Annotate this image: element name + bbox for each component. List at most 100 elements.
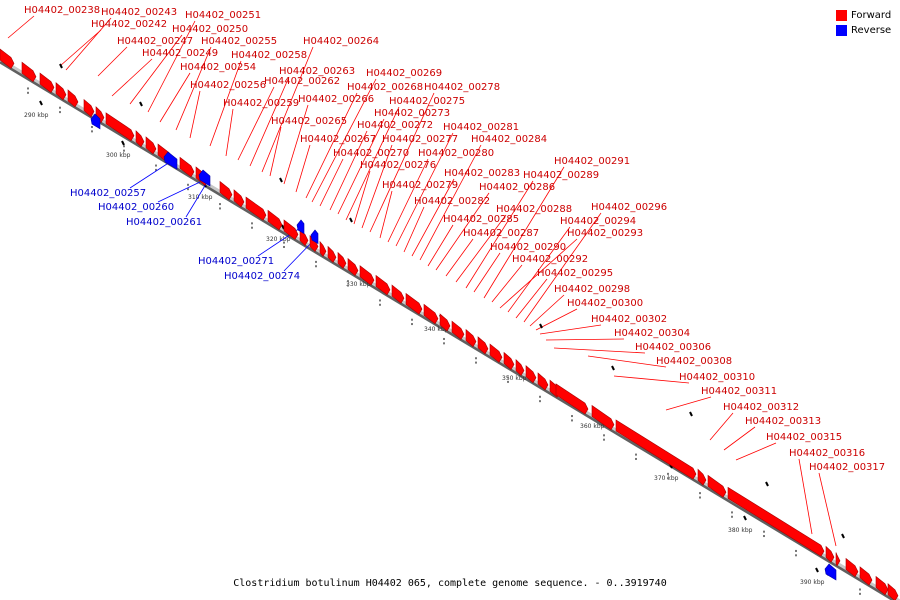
axis-minor-tick [283, 241, 285, 244]
forward-leader-line [499, 238, 578, 309]
feature-tick [349, 217, 353, 223]
forward-gene-feature [21, 61, 37, 83]
forward-gene-label: H04402_00273 [374, 108, 450, 119]
axis-tick-label: 380 kbp [728, 527, 753, 534]
forward-gene-label: H04402_00282 [414, 196, 490, 207]
forward-gene-label: H04402_00277 [382, 134, 458, 145]
forward-gene-label: H04402_00302 [591, 314, 667, 325]
forward-leader-line [269, 126, 282, 177]
forward-gene-label: H04402_00249 [142, 48, 218, 59]
forward-gene-label: H04402_00258 [231, 50, 307, 61]
axis-minor-tick [155, 168, 157, 171]
forward-gene-label: H04402_00287 [463, 228, 539, 239]
forward-gene-feature [697, 468, 707, 486]
feature-tick [841, 533, 845, 539]
forward-gene-feature [219, 180, 233, 201]
forward-gene-feature [359, 265, 375, 286]
forward-gene-feature [615, 419, 697, 480]
forward-gene-feature [439, 313, 451, 332]
forward-gene-label: H04402_00267 [300, 134, 376, 145]
axis-tick-label: 390 kbp [800, 579, 825, 586]
genome-title: Clostridium botulinum H04402 065, comple… [233, 578, 667, 589]
axis-minor-tick [219, 203, 221, 206]
forward-leader-line [539, 324, 602, 335]
axis-minor-tick [155, 164, 157, 167]
forward-leader-line [798, 458, 813, 535]
forward-leader-line [523, 212, 602, 323]
forward-gene-label: H04402_00313 [745, 416, 821, 427]
forward-gene-feature [145, 136, 157, 155]
forward-leader-line [311, 78, 377, 203]
forward-leader-line [379, 190, 393, 239]
forward-leader-line [369, 92, 435, 233]
axis-minor-tick [379, 299, 381, 302]
forward-gene-label: H04402_00265 [271, 116, 347, 127]
axis-tick-label: 370 kbp [654, 475, 679, 482]
forward-gene-label: H04402_00290 [490, 242, 566, 253]
leader-lines [7, 15, 837, 547]
axis-minor-tick [507, 380, 509, 383]
forward-gene-label: H04402_00285 [443, 214, 519, 225]
forward-gene-feature [67, 89, 79, 108]
feature-tick [539, 323, 543, 329]
forward-gene-feature [875, 575, 889, 596]
forward-gene-label: H04402_00256 [190, 80, 266, 91]
axis-minor-tick [347, 284, 349, 287]
forward-leader-line [411, 178, 455, 257]
forward-gene-feature [423, 303, 439, 325]
forward-gene-feature [0, 48, 15, 69]
forward-gene-feature [835, 552, 841, 567]
forward-gene-feature [267, 209, 283, 231]
forward-leader-line [507, 226, 571, 313]
legend-forward-label: Forward [851, 10, 892, 21]
axis-major-tick [39, 100, 43, 106]
forward-gene-label: H04402_00268 [347, 82, 423, 93]
forward-leader-line [473, 252, 501, 293]
forward-gene-label: H04402_00254 [180, 62, 256, 73]
axis-tick-label: 340 kbp [424, 326, 449, 333]
axis-minor-tick [219, 207, 221, 210]
axis-minor-tick [251, 222, 253, 225]
forward-gene-label: H04402_00259 [223, 98, 299, 109]
axis-minor-tick [699, 496, 701, 499]
forward-leader-line [159, 72, 191, 123]
axis-tick-label: 350 kbp [502, 375, 527, 382]
forward-leader-line [345, 106, 400, 221]
forward-gene-label: H04402_00293 [567, 228, 643, 239]
feature-tick [279, 177, 283, 183]
forward-gene-feature [515, 359, 525, 377]
forward-gene-label: H04402_00279 [382, 180, 458, 191]
axis-tick-label: 310 kbp [188, 194, 213, 201]
legend-forward: Forward [836, 8, 891, 23]
axis-minor-tick [123, 145, 125, 148]
forward-leader-line [403, 206, 425, 253]
forward-gene-label: H04402_00283 [444, 168, 520, 179]
axis-minor-tick [475, 361, 477, 364]
forward-leader-line [147, 20, 196, 113]
axis-minor-tick [187, 183, 189, 186]
reverse-leader-line [185, 183, 207, 218]
forward-gene-feature [489, 343, 503, 363]
reverse-gene-label: H04402_00257 [70, 188, 146, 199]
axis-tick-label: 360 kbp [580, 423, 605, 430]
forward-gene-label: H04402_00276 [360, 160, 436, 171]
forward-gene-label: H04402_00281 [443, 122, 519, 133]
axis-minor-tick [59, 111, 61, 114]
forward-leader-line [613, 375, 690, 384]
forward-gene-feature [375, 274, 391, 296]
forward-gene-label: H04402_00264 [303, 36, 379, 47]
axis-minor-tick [251, 226, 253, 229]
forward-gene-label: H04402_00316 [789, 448, 865, 459]
forward-gene-label: H04402_00270 [333, 148, 409, 159]
forward-leader-line [283, 104, 309, 185]
forward-leader-line [305, 92, 358, 199]
reverse-leader-line [157, 181, 201, 203]
axis-minor-tick [187, 188, 189, 191]
forward-gene-label: H04402_00247 [117, 36, 193, 47]
legend-reverse-label: Reverse [851, 25, 892, 36]
forward-gene-feature [887, 583, 899, 600]
reverse-gene-label: H04402_00274 [224, 271, 300, 282]
axis-minor-tick [667, 472, 669, 475]
axis-tick-label: 300 kbp [106, 152, 131, 159]
reverse-gene-label: H04402_00261 [126, 217, 202, 228]
